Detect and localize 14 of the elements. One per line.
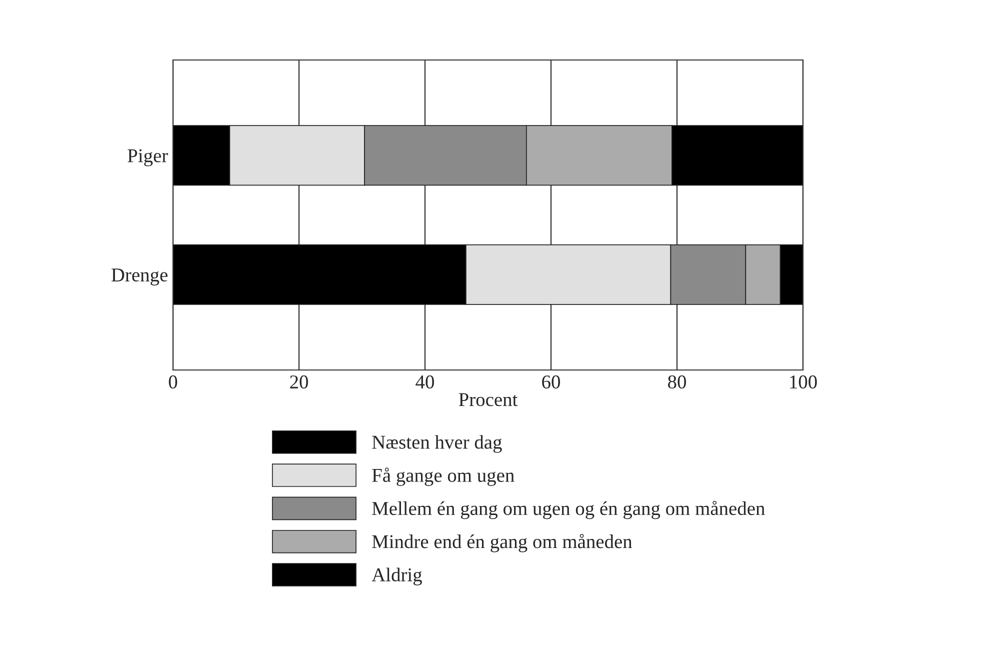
- legend-label: Aldrig: [372, 568, 422, 586]
- y-tick-label: Drenge: [111, 268, 168, 286]
- x-tick-label: 20: [290, 375, 308, 389]
- x-axis-title: Procent: [458, 393, 518, 406]
- legend-label: Få gange om ugen: [372, 468, 514, 486]
- x-tick-label: 80: [668, 375, 686, 389]
- x-tick-label: 100: [790, 375, 817, 389]
- legend-label: Mindre end én gang om måneden: [372, 534, 632, 552]
- y-tick-label: Piger: [128, 149, 168, 166]
- legend-label: Mellem én gang om ugen og én gang om måneden: [372, 500, 765, 520]
- legend-label: Næsten hver dag: [372, 435, 502, 453]
- x-tick-label: 40: [416, 375, 434, 389]
- x-tick-label: 60: [542, 375, 560, 389]
- x-tick-label: 0: [168, 375, 178, 389]
